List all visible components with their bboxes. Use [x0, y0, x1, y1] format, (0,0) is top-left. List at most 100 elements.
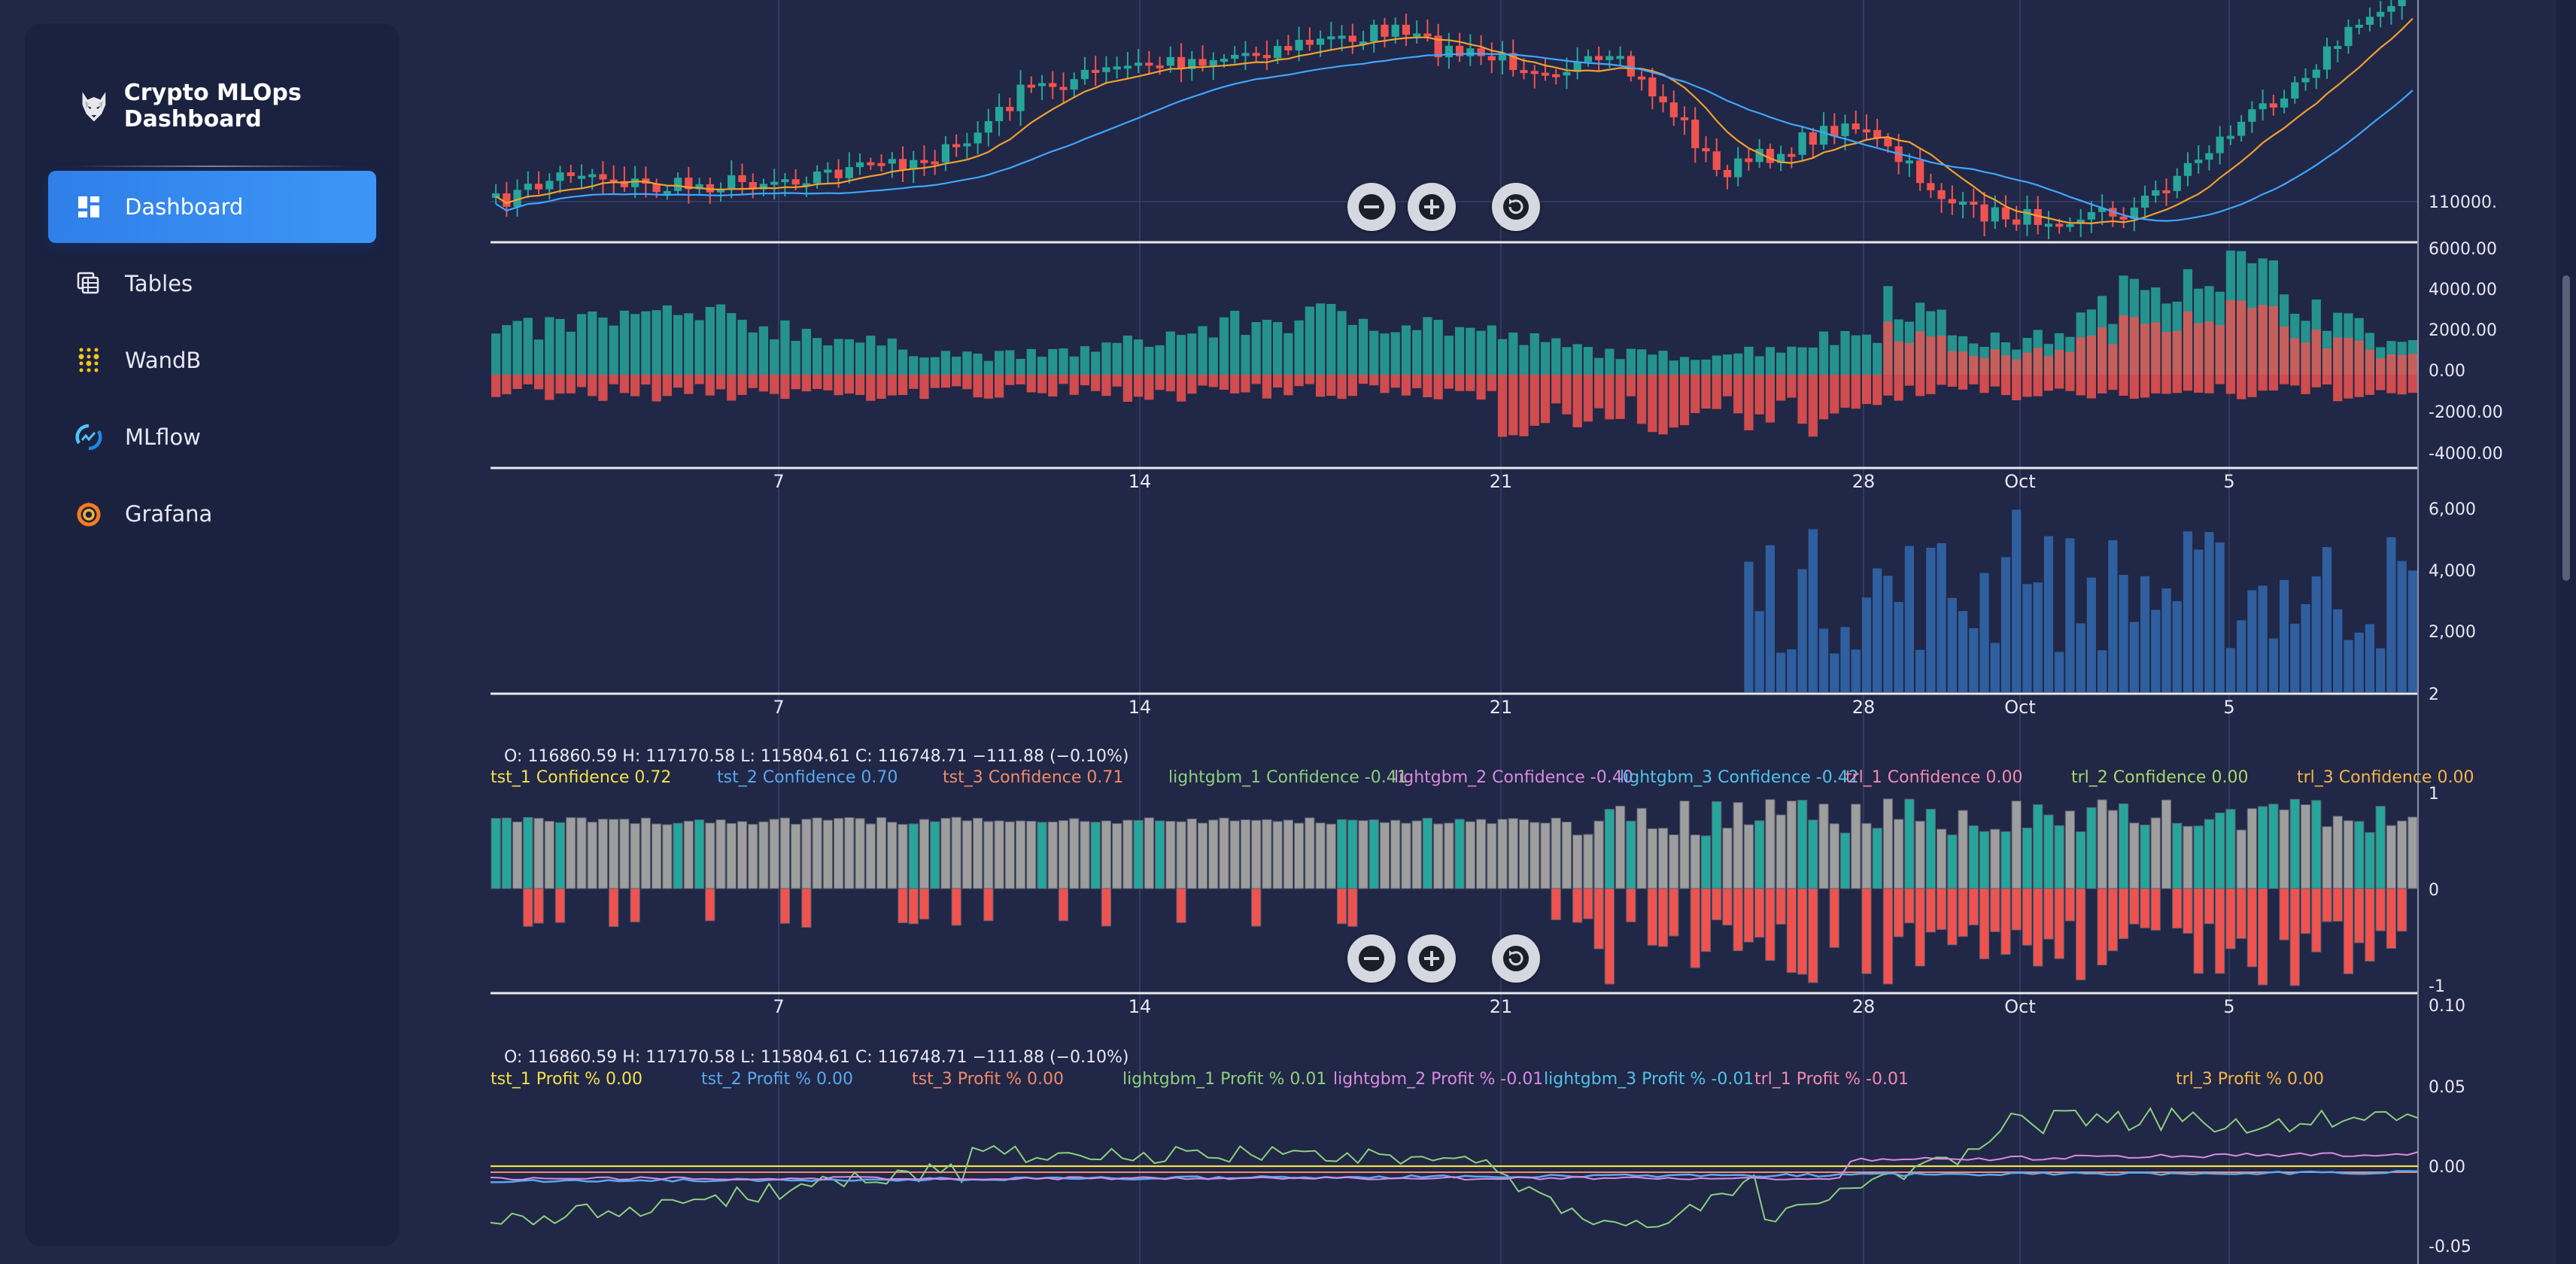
confidence-bar-positive	[2033, 804, 2043, 889]
flow-bar-positive	[930, 357, 940, 375]
candle-body	[1970, 202, 1978, 205]
flow-bar-negative	[876, 375, 886, 399]
candle-body	[1037, 83, 1046, 87]
flow-bar-negative	[898, 375, 908, 396]
confidence-bar-negative	[2246, 888, 2257, 968]
confidence-bar-negative	[2000, 888, 2011, 956]
flow-bar-positive	[1337, 311, 1347, 375]
flow-bar-negative	[2237, 375, 2246, 400]
candle-body	[1231, 54, 1239, 59]
flow-bar-negative	[1315, 375, 1326, 397]
sidebar-item-mlflow[interactable]: MLflow	[48, 401, 376, 473]
confidence-bar-positive	[1069, 818, 1080, 889]
volume-bar	[2311, 576, 2321, 692]
sidebar-item-grafana[interactable]: Grafana	[48, 478, 376, 550]
confidence-bar-positive	[2172, 822, 2183, 889]
candle-body	[1819, 126, 1828, 145]
confidence-bar-negative	[1347, 888, 1358, 927]
confidence-bar-positive	[919, 819, 930, 889]
volume-bar	[1754, 611, 1764, 692]
flow-bar-overlay	[2076, 337, 2085, 375]
candle-body	[545, 181, 554, 190]
confidence-bar-positive	[1272, 821, 1283, 889]
zoom-in-button[interactable]	[1408, 183, 1456, 231]
flow-bar-positive	[1615, 359, 1625, 375]
confidence-bar-positive	[512, 821, 523, 889]
volume-bar	[2204, 532, 2214, 692]
confidence-bar-negative	[2258, 888, 2268, 986]
candle-body	[1980, 204, 1988, 222]
confidence-bar-positive	[2386, 825, 2397, 889]
flow-bar-negative	[1915, 375, 1925, 397]
flow-bar-positive	[630, 314, 640, 375]
candle-body	[1659, 96, 1667, 103]
flow-bar-negative	[1937, 375, 1946, 385]
candle-body	[1391, 24, 1399, 37]
flow-bar-overlay	[2407, 354, 2417, 375]
candle-body	[1776, 153, 1785, 163]
candle-body	[2398, 0, 2406, 7]
flow-bar-negative	[2183, 375, 2193, 391]
candle-body	[1444, 45, 1454, 58]
candle-body	[663, 190, 671, 194]
candle-body	[1702, 147, 1710, 152]
flow-bar-negative	[1733, 375, 1743, 414]
confidence-bar-positive	[1090, 822, 1101, 889]
confidence-bar-positive	[973, 817, 983, 889]
flow-bar-negative	[1615, 375, 1625, 419]
zoom-out-button[interactable]	[1347, 183, 1396, 231]
confidence-bar-positive	[758, 821, 769, 889]
confidence-bar-positive	[652, 823, 662, 889]
confidence-bar-positive	[1283, 819, 1294, 889]
flow-bar-negative	[2086, 375, 2096, 399]
confidence-bar-positive	[1583, 834, 1593, 889]
confidence-bar-positive	[1690, 834, 1700, 889]
flow-bar-negative	[1851, 375, 1861, 409]
sidebar-item-wandb[interactable]: WandB	[48, 324, 376, 397]
candle-body	[1295, 39, 1303, 51]
candle-body	[1852, 123, 1860, 129]
volume-axis-tick: 4,000	[2429, 562, 2476, 581]
candle-body	[770, 181, 779, 185]
volume-bar	[2386, 537, 2396, 692]
confidence-bar-negative	[2365, 888, 2375, 962]
sidebar-item-tables[interactable]: Tables	[48, 248, 376, 320]
confidence-bar-negative	[1861, 888, 1872, 974]
candle-body	[2152, 190, 2160, 196]
candle-body	[1262, 55, 1271, 59]
volume-bar	[2225, 648, 2236, 692]
flow-bar-negative	[1958, 375, 1968, 390]
candle-body	[1059, 87, 1068, 90]
volume-bar	[1873, 568, 1882, 692]
confidence-bar-positive	[597, 819, 609, 889]
reset-zoom-button-lower[interactable]	[1492, 934, 1540, 983]
confidence-bar-positive	[1047, 821, 1058, 889]
brand[interactable]: Crypto MLOps Dashboard	[76, 61, 399, 151]
candle-body	[1252, 53, 1260, 56]
flow-bar-negative	[1005, 375, 1015, 385]
confidence-bar-positive	[1154, 820, 1165, 889]
confidence-bar-negative	[1336, 888, 1347, 925]
page-scrollbar[interactable]	[2556, 0, 2576, 1264]
zoom-in-button-lower[interactable]	[1408, 934, 1456, 983]
reset-zoom-button[interactable]	[1492, 183, 1540, 231]
flow-bar-positive	[813, 338, 822, 375]
flow-bar-negative	[1765, 375, 1775, 423]
flow-bar-negative	[1390, 375, 1400, 388]
confidence-axis-tick: -1	[2429, 977, 2445, 996]
candle-body	[1648, 77, 1657, 97]
confidence-bar-positive	[2258, 806, 2268, 889]
sidebar-item-dashboard[interactable]: Dashboard	[48, 171, 376, 243]
confidence-bar-positive	[812, 817, 822, 889]
candle-body	[2216, 136, 2224, 153]
flow-bar-negative	[684, 375, 694, 394]
confidence-bar-negative	[2183, 888, 2193, 934]
confidence-bar-positive	[983, 821, 994, 889]
confidence-bar-positive	[898, 824, 908, 889]
flow-bar-positive	[512, 321, 522, 375]
confidence-legend-entry: tst_3 Confidence 0.71	[943, 768, 1123, 787]
zoom-out-button-lower[interactable]	[1347, 934, 1396, 983]
page-scrollbar-thumb[interactable]	[2562, 275, 2570, 581]
confidence-bar-positive	[554, 822, 566, 889]
